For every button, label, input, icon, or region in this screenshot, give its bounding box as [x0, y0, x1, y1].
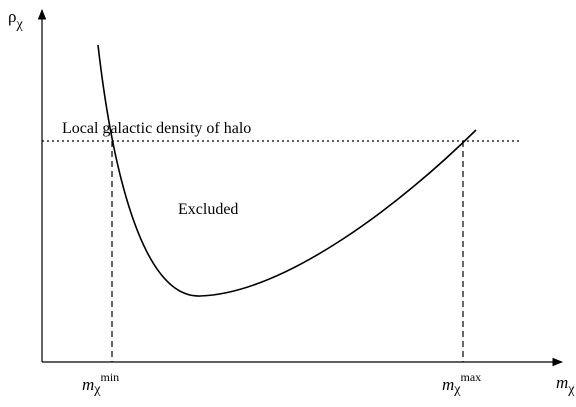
label-part: χ — [15, 17, 23, 32]
label-part: max — [461, 370, 482, 384]
region-label: Excluded — [178, 201, 238, 218]
y-axis-label: ρχ — [8, 7, 23, 32]
x-axis-label: mχ — [556, 373, 575, 397]
label-part: min — [101, 370, 120, 384]
upper-bound-label: mχmax — [442, 370, 481, 397]
label-part: χ — [567, 382, 575, 397]
lower-bound-label: mχmin — [82, 370, 119, 397]
label-part: m — [82, 375, 94, 394]
label-part: χ — [93, 382, 101, 397]
exclusion-curve — [97, 44, 477, 297]
label-part: ρ — [8, 7, 16, 26]
label-part: χ — [453, 382, 461, 397]
threshold-label: Local galactic density of halo — [62, 120, 251, 137]
label-part: m — [442, 375, 454, 394]
label-part: m — [556, 373, 568, 392]
